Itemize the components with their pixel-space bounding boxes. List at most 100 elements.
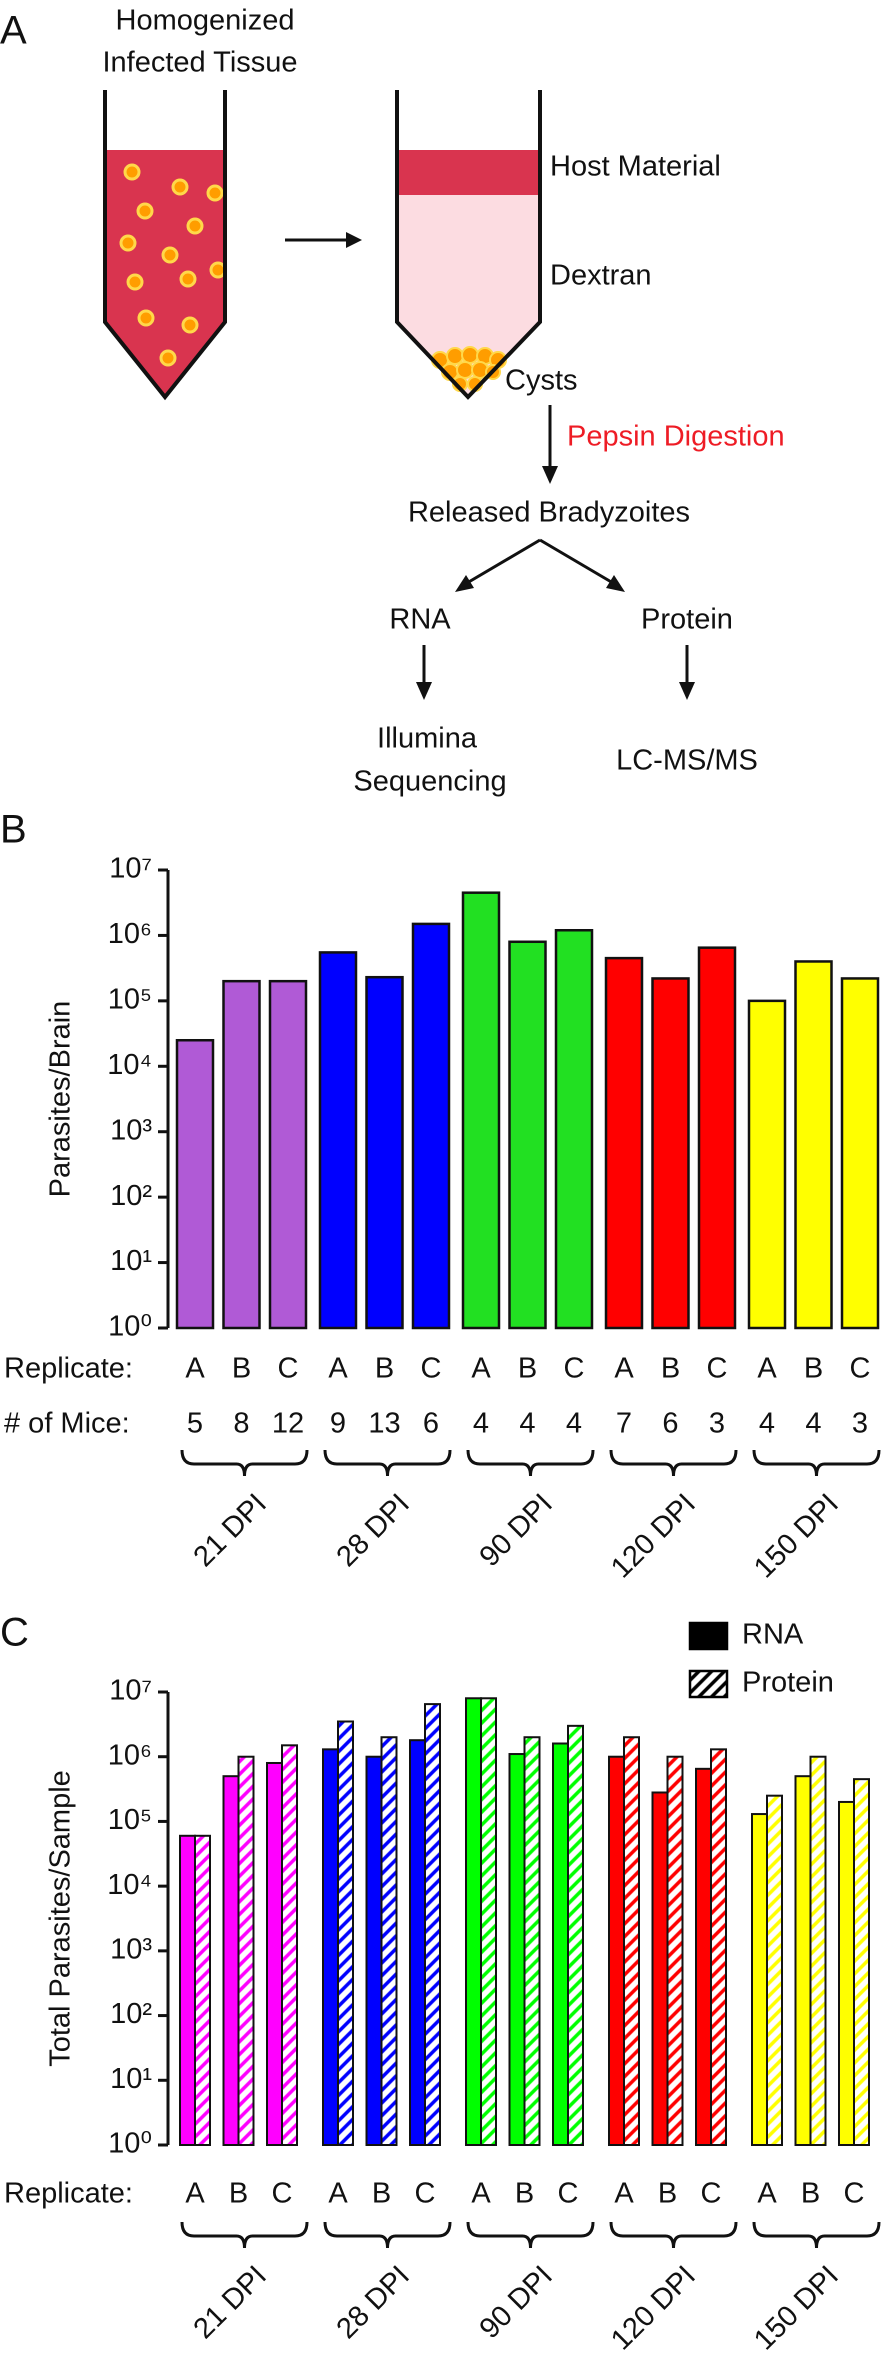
y-tick-label: 10³ (110, 1934, 152, 1966)
mice-count: 4 (566, 1408, 582, 1440)
y-axis-label: Total Parasites/Sample (45, 1770, 77, 2067)
mice-count: 3 (709, 1408, 725, 1440)
group-label: 120 DPI (605, 1488, 702, 1585)
bar (838, 1800, 855, 2146)
legend-label: Protein (742, 1667, 834, 1699)
bar (480, 1697, 497, 2147)
dextran-label: Dextran (550, 260, 652, 292)
mice-count: 4 (759, 1408, 775, 1440)
x-tick-label: A (614, 2178, 634, 2210)
bar (523, 1736, 541, 2147)
bar (695, 1767, 712, 2146)
mice-count: 6 (662, 1408, 678, 1440)
x-tick-label: B (232, 1353, 251, 1385)
bar (380, 1736, 398, 2147)
host-label: Host Material (550, 151, 721, 183)
x-tick-label: A (614, 1353, 634, 1385)
x-tick-label: C (707, 1353, 728, 1385)
protein-label: Protein (641, 604, 733, 636)
bar (194, 1834, 211, 2147)
bar (747, 999, 787, 1330)
dextran-band (397, 195, 540, 397)
y-tick-label: 10⁷ (109, 853, 152, 885)
arrowhead (606, 575, 625, 592)
mice-count: 5 (187, 1408, 203, 1440)
row-label: Replicate: (4, 2178, 133, 2210)
mice-count: 4 (473, 1408, 489, 1440)
bar (554, 928, 594, 1330)
x-tick-label: C (701, 2178, 722, 2210)
x-tick-label: B (375, 1353, 394, 1385)
x-tick-label: A (185, 2178, 205, 2210)
group-bracket (609, 2221, 738, 2249)
group-bracket (752, 1449, 881, 1477)
cysts-label: Cysts (505, 365, 578, 397)
bar (465, 1697, 482, 2147)
bar (508, 940, 547, 1330)
y-axis-label: Parasites/Brain (45, 1001, 77, 1198)
y-tick-label: 10⁵ (108, 1804, 152, 1836)
bar (766, 1794, 783, 2146)
tissue-fill (105, 150, 225, 397)
group-label: 120 DPI (605, 2260, 702, 2357)
group-bracket (466, 2221, 595, 2249)
bar (809, 1755, 827, 2146)
row-label: # of Mice: (4, 1408, 130, 1440)
y-tick-label: 10³ (110, 1114, 152, 1146)
arrowhead (542, 466, 558, 484)
legend-swatch (688, 1669, 729, 1699)
group-bracket (323, 1449, 452, 1477)
bar (337, 1720, 354, 2147)
tube (103, 90, 227, 401)
mice-count: 3 (852, 1408, 868, 1440)
group-label: 21 DPI (188, 1488, 273, 1573)
arrowhead (346, 232, 362, 248)
sequencing-label: Sequencing (353, 766, 506, 798)
bar (266, 1761, 283, 2146)
y-tick-label: 10⁰ (108, 1311, 152, 1343)
bar (794, 1775, 812, 2146)
bar (608, 1755, 625, 2146)
y-tick-label: 10⁶ (108, 1739, 152, 1771)
x-tick-label: C (850, 1353, 871, 1385)
released-label: Released Bradyzoites (408, 497, 690, 529)
bar (794, 960, 833, 1330)
group-bracket (180, 2221, 309, 2249)
bar (322, 1748, 339, 2147)
y-tick-label: 10¹ (110, 2063, 152, 2095)
arrowhead (416, 682, 432, 700)
group-bracket (609, 1449, 738, 1477)
legend-swatch (688, 1621, 729, 1651)
bar (604, 956, 644, 1330)
mice-count: 8 (233, 1408, 249, 1440)
row-label: Replicate: (4, 1353, 133, 1385)
x-tick-label: C (272, 2178, 293, 2210)
group-label: 90 DPI (474, 2260, 559, 2345)
group-bracket (323, 2221, 452, 2249)
y-tick-label: 10¹ (110, 1245, 152, 1277)
mice-count: 4 (519, 1408, 535, 1440)
bar (853, 1778, 870, 2146)
legend-label: RNA (742, 1619, 804, 1651)
mice-count: 4 (805, 1408, 821, 1440)
x-tick-label: C (415, 2178, 436, 2210)
arrowhead (679, 682, 695, 700)
x-tick-label: C (558, 2178, 579, 2210)
bar (840, 977, 880, 1330)
sequencing-label: Illumina (377, 723, 478, 755)
cysts-dots (119, 163, 227, 367)
y-tick-label: 10² (110, 1180, 152, 1212)
x-tick-label: A (328, 1353, 348, 1385)
bar (697, 946, 737, 1330)
bar (424, 1703, 441, 2146)
x-tick-label: B (658, 2178, 677, 2210)
x-tick-label: A (471, 1353, 491, 1385)
rna-label: RNA (389, 604, 451, 636)
x-tick-label: B (804, 1353, 823, 1385)
group-bracket (466, 1449, 595, 1477)
x-tick-label: A (185, 1353, 205, 1385)
mice-count: 13 (368, 1408, 400, 1440)
x-tick-label: B (801, 2178, 820, 2210)
group-bracket (180, 1449, 309, 1477)
